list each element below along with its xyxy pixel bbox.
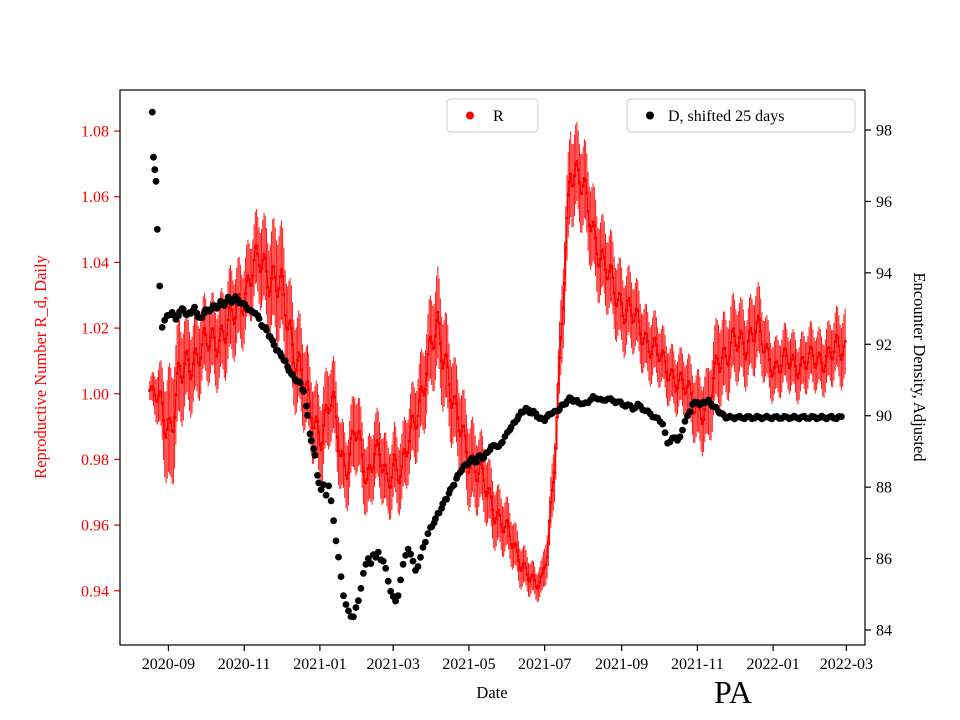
series-d-markers — [148, 108, 845, 621]
svg-text:1.06: 1.06 — [81, 189, 109, 206]
legend-d: D, shifted 25 days — [626, 98, 856, 133]
svg-text:2022-01: 2022-01 — [746, 656, 799, 673]
svg-text:96: 96 — [876, 194, 892, 211]
legend-r-marker-icon — [466, 111, 474, 120]
legend-r: R — [446, 98, 539, 133]
svg-text:0.98: 0.98 — [81, 452, 109, 469]
y-axis-ticks-left: 0.94 0.96 0.98 1.00 1.02 1.04 1.06 1.08 — [81, 124, 120, 600]
svg-text:94: 94 — [876, 265, 892, 282]
series-r-errorbars — [148, 122, 847, 603]
svg-text:2022-03: 2022-03 — [820, 656, 873, 673]
legend-d-label: D, shifted 25 days — [668, 108, 784, 125]
legend-r-label: R — [493, 108, 504, 125]
svg-text:1.00: 1.00 — [81, 386, 109, 403]
svg-text:2021-03: 2021-03 — [367, 656, 420, 673]
svg-text:2021-05: 2021-05 — [442, 656, 495, 673]
svg-text:92: 92 — [876, 337, 892, 354]
legend-r-box — [446, 98, 539, 133]
svg-text:1.04: 1.04 — [81, 255, 109, 272]
svg-text:90: 90 — [876, 408, 892, 425]
legend-d-box — [626, 98, 856, 133]
svg-text:0.94: 0.94 — [81, 583, 109, 600]
svg-text:2020-11: 2020-11 — [218, 656, 271, 673]
svg-text:2021-01: 2021-01 — [293, 656, 346, 673]
svg-text:2020-09: 2020-09 — [142, 656, 195, 673]
x-axis-label: Date — [476, 683, 507, 702]
svg-text:2021-07: 2021-07 — [518, 656, 571, 673]
svg-text:98: 98 — [876, 123, 892, 140]
svg-text:2021-09: 2021-09 — [595, 656, 648, 673]
chart-title-pa: PA — [714, 674, 752, 710]
svg-text:2021-11: 2021-11 — [671, 656, 724, 673]
svg-text:88: 88 — [876, 480, 892, 497]
y-axis-label-right: Encounter Density, Adjusted — [910, 272, 929, 462]
y-axis-label-left: Reproductive Number R_d, Daily — [31, 254, 50, 478]
svg-text:1.02: 1.02 — [81, 321, 109, 338]
svg-text:1.08: 1.08 — [81, 124, 109, 141]
svg-text:84: 84 — [876, 623, 892, 640]
plot-border — [119, 89, 866, 646]
svg-text:0.96: 0.96 — [81, 518, 109, 535]
y-axis-ticks-right: 84 86 88 90 92 94 96 98 — [865, 123, 892, 640]
x-axis-ticks: 2020-09 2020-11 2021-01 2021-03 2021-05 2021-… — [142, 645, 873, 673]
legend-d-marker-icon — [646, 111, 654, 120]
svg-text:86: 86 — [876, 551, 892, 568]
